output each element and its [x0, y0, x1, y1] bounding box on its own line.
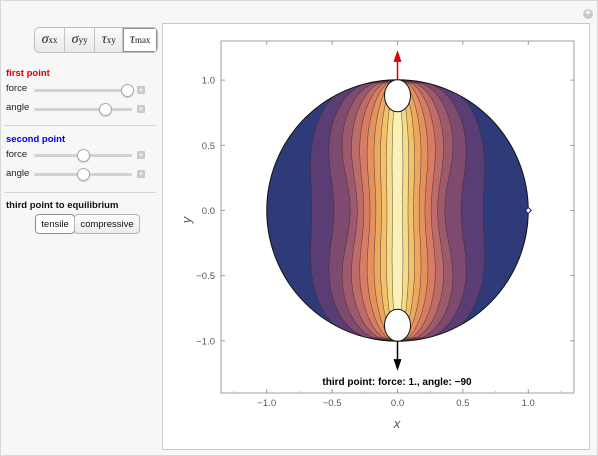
- y-tick-label: 0.0: [202, 206, 215, 217]
- first-angle-slider[interactable]: [34, 103, 132, 116]
- x-tick-label: 0.5: [456, 398, 469, 409]
- plot-panel: −1.0 −0.5 0.0 0.5 1.0 1.0 0.5 0.0 −0.5 −1.0 third…: [162, 23, 590, 450]
- first-force-slider-thumb[interactable]: [121, 84, 135, 97]
- tab-tau-xy[interactable]: τ xy: [95, 28, 124, 52]
- bottom-load-notch: [384, 308, 411, 342]
- second-point-marker: [524, 206, 532, 215]
- second-force-slider[interactable]: [34, 149, 132, 162]
- third-point-title: third point to equilibrium: [6, 200, 119, 211]
- first-point-title: first point: [6, 68, 50, 79]
- x-axis-label: x: [393, 416, 401, 431]
- second-force-label: force: [6, 149, 28, 160]
- third-point-annotation: third point: force: 1., angle: −90: [322, 377, 472, 388]
- first-force-plus-icon[interactable]: +: [137, 85, 145, 95]
- axis-ticks: −1.0 −0.5 0.0 0.5 1.0 1.0 0.5 0.0 −0.5 −1.0: [196, 41, 574, 409]
- second-force-plus-icon[interactable]: +: [137, 150, 145, 160]
- y-axis-label: y: [179, 215, 194, 224]
- stress-component-selector: σ xx σ yy τ xy τ max: [34, 27, 158, 53]
- y-tick-label: 0.5: [202, 141, 215, 152]
- tensile-button[interactable]: tensile: [35, 214, 75, 234]
- first-angle-plus-icon[interactable]: +: [137, 104, 145, 114]
- first-force-label: force: [6, 83, 28, 94]
- compressive-button[interactable]: compressive: [74, 214, 140, 234]
- y-tick-label: 1.0: [202, 76, 215, 87]
- first-angle-slider-thumb[interactable]: [98, 103, 112, 116]
- third-point-arrow-head: [393, 359, 402, 371]
- x-tick-label: 1.0: [522, 398, 535, 409]
- x-tick-label: −1.0: [257, 398, 276, 409]
- stress-contour-plot: −1.0 −0.5 0.0 0.5 1.0 1.0 0.5 0.0 −0.5 −1.0 third…: [179, 40, 575, 431]
- tab-sigma-xx[interactable]: σ xx: [35, 28, 66, 52]
- x-tick-label: 0.0: [391, 398, 404, 409]
- y-tick-label: −1.0: [196, 336, 215, 347]
- first-force-slider[interactable]: [34, 84, 135, 97]
- divider: [4, 192, 156, 193]
- tab-tau-max[interactable]: τ max: [123, 28, 157, 52]
- x-tick-label: −0.5: [323, 398, 342, 409]
- first-point-arrow-head: [393, 50, 402, 62]
- second-force-slider-thumb[interactable]: [77, 149, 90, 162]
- top-load-notch: [384, 79, 411, 113]
- first-angle-label: angle: [6, 102, 30, 113]
- second-point-title: second point: [6, 134, 66, 145]
- second-angle-slider-thumb[interactable]: [77, 168, 90, 181]
- y-tick-label: −0.5: [196, 271, 215, 282]
- tab-sigma-yy[interactable]: σ yy: [65, 28, 96, 52]
- contour-band: [391, 79, 404, 342]
- divider: [4, 125, 156, 126]
- contour-regions: [266, 79, 529, 342]
- control-panel: σ xx σ yy τ xy τ max first point force + ang…: [0, 0, 160, 456]
- second-angle-plus-icon[interactable]: +: [137, 169, 145, 179]
- second-angle-slider[interactable]: [34, 168, 132, 181]
- second-angle-label: angle: [6, 168, 30, 179]
- close-icon[interactable]: +: [583, 9, 593, 19]
- load-markers: [384, 50, 532, 371]
